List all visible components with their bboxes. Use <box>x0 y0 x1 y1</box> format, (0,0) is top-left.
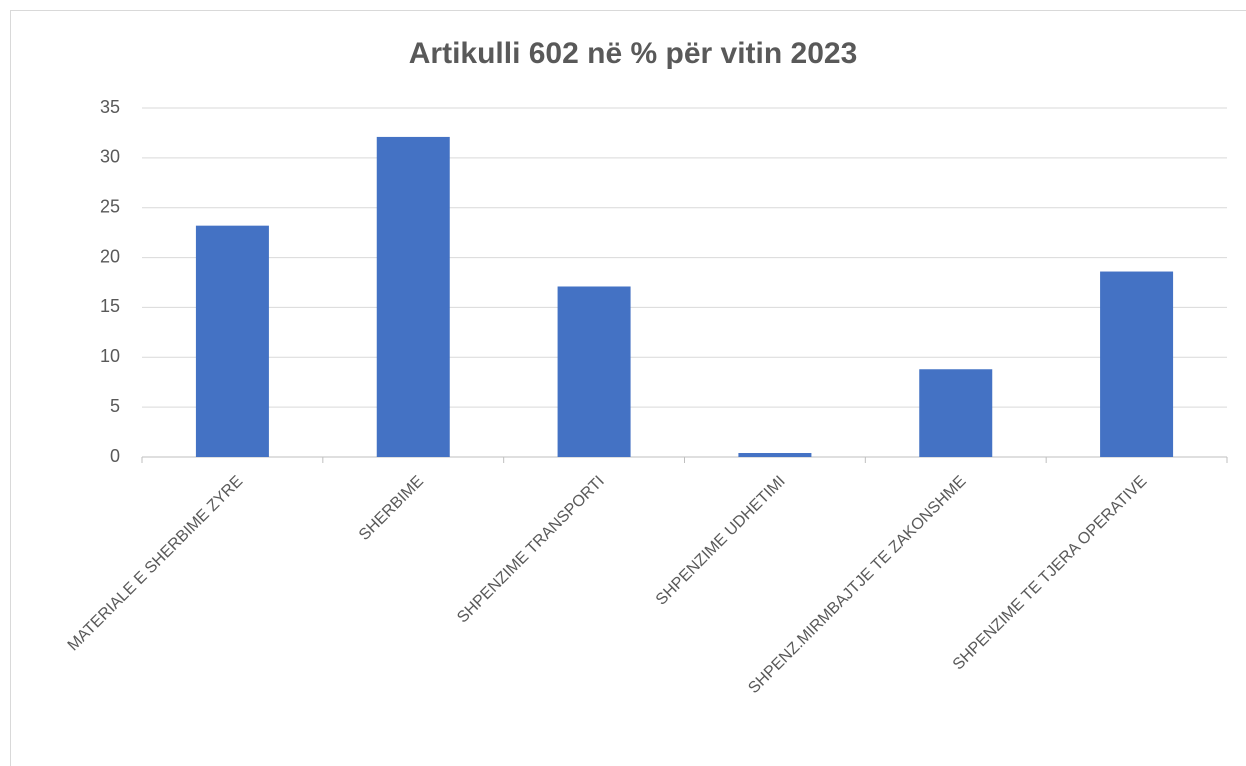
x-tick-label: MATERIALE E SHERBIME ZYRE <box>65 473 247 655</box>
bar <box>376 136 450 457</box>
y-tick-label: 5 <box>110 396 120 416</box>
y-tick-label: 30 <box>100 147 120 167</box>
bar <box>738 453 812 457</box>
bar <box>195 225 269 457</box>
x-tick-label: SHPENZIME TE TJERA OPERATIVE <box>950 473 1151 674</box>
x-tick-label: SHERBIME <box>356 473 427 544</box>
y-tick-label: 15 <box>100 296 120 316</box>
bar <box>557 286 631 457</box>
x-tick-label: SHPENZIME TRANSPORTI <box>454 473 608 627</box>
chart-border <box>10 10 1246 766</box>
y-tick-label: 0 <box>110 446 120 466</box>
bar <box>919 369 993 457</box>
y-tick-label: 35 <box>100 97 120 117</box>
bar <box>1100 271 1174 457</box>
chart-title: Artikulli 602 në % për vitin 2023 <box>409 37 858 70</box>
x-tick-label: SHPENZ.MIRMBAJTJE TE ZAKONSHME <box>745 473 969 697</box>
x-tick-label: SHPENZIME UDHETIMI <box>653 473 789 609</box>
y-tick-label: 10 <box>100 346 120 366</box>
y-tick-label: 20 <box>100 246 120 266</box>
y-tick-label: 25 <box>100 196 120 216</box>
